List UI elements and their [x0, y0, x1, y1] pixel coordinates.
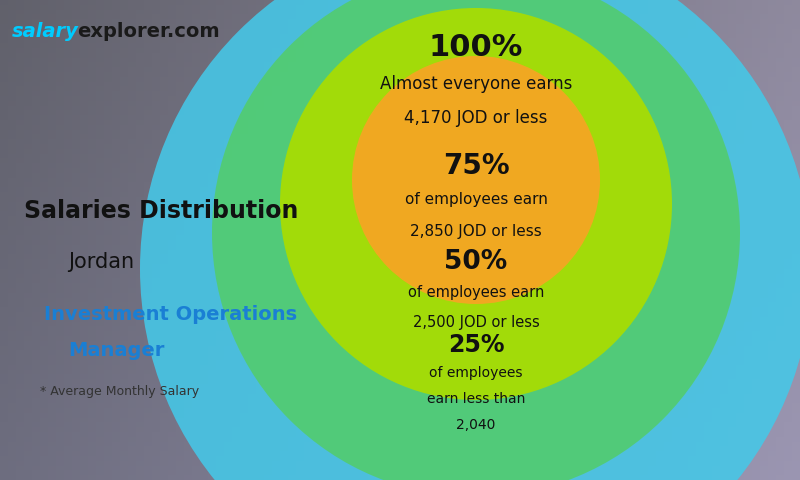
Text: 75%: 75%	[442, 152, 510, 180]
Text: of employees: of employees	[430, 366, 522, 381]
Text: 2,500 JOD or less: 2,500 JOD or less	[413, 315, 539, 330]
Text: Jordan: Jordan	[68, 252, 134, 272]
Ellipse shape	[280, 8, 672, 400]
Text: 25%: 25%	[448, 333, 504, 357]
Text: Investment Operations: Investment Operations	[44, 305, 297, 324]
Text: salary: salary	[12, 22, 79, 41]
Text: 2,040: 2,040	[456, 418, 496, 432]
Text: 100%: 100%	[429, 34, 523, 62]
Text: 50%: 50%	[444, 249, 508, 275]
Text: Salaries Distribution: Salaries Distribution	[24, 199, 298, 223]
Text: Manager: Manager	[68, 341, 164, 360]
Ellipse shape	[352, 56, 600, 304]
Text: Almost everyone earns: Almost everyone earns	[380, 75, 572, 93]
Text: earn less than: earn less than	[427, 392, 525, 407]
Text: 4,170 JOD or less: 4,170 JOD or less	[404, 108, 548, 127]
Text: * Average Monthly Salary: * Average Monthly Salary	[40, 384, 199, 398]
Text: 2,850 JOD or less: 2,850 JOD or less	[410, 224, 542, 239]
Ellipse shape	[140, 0, 800, 480]
Ellipse shape	[212, 0, 740, 480]
Text: explorer.com: explorer.com	[78, 22, 220, 41]
Text: of employees earn: of employees earn	[408, 285, 544, 300]
Text: of employees earn: of employees earn	[405, 192, 547, 207]
